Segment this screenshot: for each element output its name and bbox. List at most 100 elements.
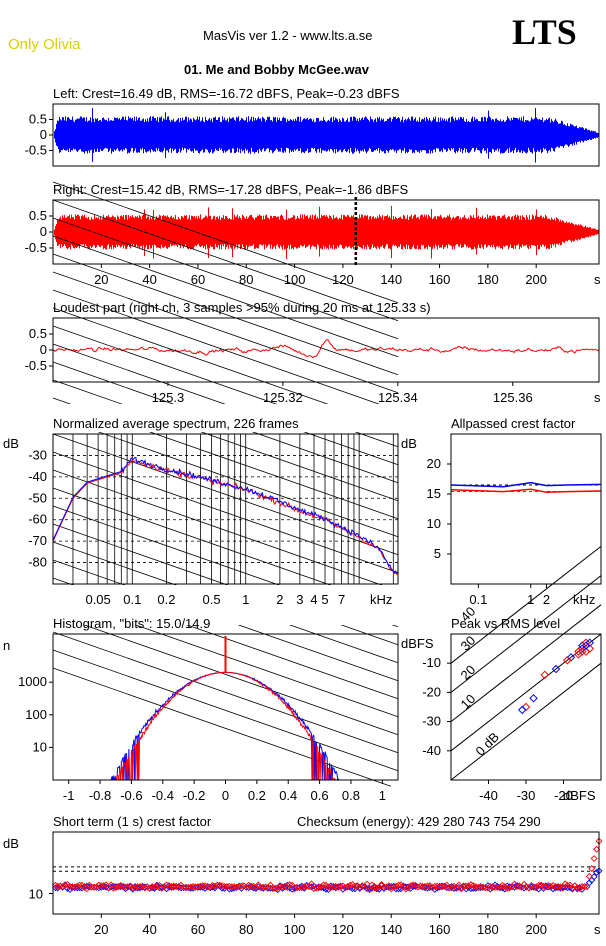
- crest-point: [64, 880, 71, 888]
- x-tick-label: 0.1: [123, 592, 141, 607]
- crest-point: [506, 884, 514, 892]
- x-tick-label: 0.2: [157, 592, 175, 607]
- brand-label: Only Olivia: [8, 36, 81, 53]
- y-axis-label: dB: [3, 836, 19, 851]
- slope-line: [52, 379, 399, 502]
- x-tick-label: -20: [554, 788, 573, 803]
- crest-point: [378, 880, 386, 888]
- x-tick-label: 125.3: [152, 390, 185, 405]
- x-tick-label: -0.4: [152, 788, 174, 803]
- right-waveform-plot: Right: Crest=15.42 dB, RMS=-17.28 dBFS, …: [25, 182, 601, 287]
- x-unit-label: s: [594, 390, 601, 405]
- crest-point: [370, 883, 378, 891]
- x-tick-label: 180: [477, 272, 499, 287]
- crest-point: [93, 883, 100, 891]
- crest-point: [175, 884, 183, 892]
- slope-line: [52, 415, 399, 538]
- checksum-label: Checksum (energy): 429 280 743 754 290: [297, 814, 541, 829]
- crest-point: [317, 883, 325, 891]
- x-tick-label: 140: [380, 272, 402, 287]
- slope-line: [52, 253, 399, 376]
- crest-point: [138, 882, 146, 890]
- y-tick-label: 0: [40, 224, 47, 239]
- y-tick-label: -80: [28, 555, 47, 570]
- crest-point: [339, 882, 347, 890]
- y-tick-label: 10: [29, 887, 43, 902]
- crest-point: [122, 885, 129, 893]
- x-tick-label: 60: [191, 272, 205, 287]
- crest-point: [363, 880, 371, 888]
- crest-point: [356, 883, 364, 891]
- crest-point: [590, 873, 598, 881]
- histogram-right: [100, 671, 351, 781]
- data-point: [540, 670, 549, 680]
- crest-point: [189, 884, 197, 892]
- crest-point: [380, 885, 388, 892]
- crest-point: [279, 884, 286, 892]
- slope-line: [52, 613, 399, 736]
- x-tick-label: 200: [525, 922, 547, 937]
- crest-point: [349, 881, 357, 889]
- x-tick-label: 2: [276, 592, 283, 607]
- crest-point: [457, 885, 465, 893]
- x-axis-label: dBFS: [563, 788, 596, 803]
- plot-frame: [450, 433, 602, 585]
- crest-point: [399, 883, 407, 891]
- crest-point: [397, 881, 405, 889]
- y-tick-label: 10: [427, 516, 441, 531]
- data-point: [578, 647, 587, 656]
- waveform-series: [54, 206, 599, 260]
- x-tick-label: 1: [527, 592, 534, 607]
- crest-point: [303, 881, 311, 889]
- crest-point: [252, 883, 260, 891]
- slope-line: [52, 649, 399, 772]
- x-tick-label: 120: [332, 272, 354, 287]
- crest-diagonal: [450, 546, 602, 664]
- x-tick-label: -40: [479, 788, 498, 803]
- x-tick-label: 125.32: [263, 390, 303, 405]
- x-tick-label: 0.05: [85, 592, 110, 607]
- crest-point: [341, 884, 349, 892]
- file-title: 01. Me and Bobby McGee.wav: [184, 62, 370, 77]
- x-tick-label: 120: [332, 922, 354, 937]
- crest-point: [158, 884, 166, 892]
- crest-point: [593, 845, 601, 853]
- x-tick-label: 0.4: [279, 788, 297, 803]
- crest-point: [568, 884, 576, 892]
- crest-point: [549, 882, 557, 889]
- panel-title: Histogram, "bits": 15.0/14.9: [53, 616, 210, 631]
- panel-title: Short term (1 s) crest factor: [53, 814, 212, 829]
- y-tick-label: 100: [25, 707, 47, 722]
- crest-point: [332, 882, 340, 890]
- x-tick-label: 3: [296, 592, 303, 607]
- slope-line: [52, 235, 399, 358]
- allpassed-crest-plot: Allpassed crest factor dB 20 15 10 5 0.1 1 2 kHz: [401, 416, 602, 607]
- x-tick-label: 125.34: [378, 390, 418, 405]
- data-point: [585, 638, 594, 648]
- y-tick-label: -30: [28, 447, 47, 462]
- crest-point: [593, 869, 601, 876]
- crest-point: [281, 882, 289, 890]
- crest-point: [242, 883, 250, 891]
- plot-frame: [450, 633, 602, 781]
- mask-bottom: [391, 781, 606, 811]
- slope-line: [52, 451, 399, 574]
- x-tick-label: 160: [429, 272, 451, 287]
- diagonal-label: 30: [458, 633, 479, 654]
- spectrum-plot: Normalized average spectrum, 226 frames d…: [0, 181, 439, 790]
- data-point: [529, 693, 538, 703]
- spectrum-left: [52, 456, 399, 574]
- y-axis-label-overlay: dB: [3, 436, 19, 451]
- x-tick-label: -0.8: [89, 788, 111, 803]
- x-tick-label: 0: [222, 788, 229, 803]
- x-tick-label: 7: [338, 592, 345, 607]
- y-tick-label: -50: [28, 490, 47, 505]
- x-tick-label: 140: [380, 922, 402, 937]
- crest-point: [201, 882, 209, 890]
- crest-point: [80, 883, 88, 891]
- y-tick-label: -30: [422, 714, 441, 729]
- crest-point: [525, 884, 533, 892]
- loudest-series: [52, 339, 600, 359]
